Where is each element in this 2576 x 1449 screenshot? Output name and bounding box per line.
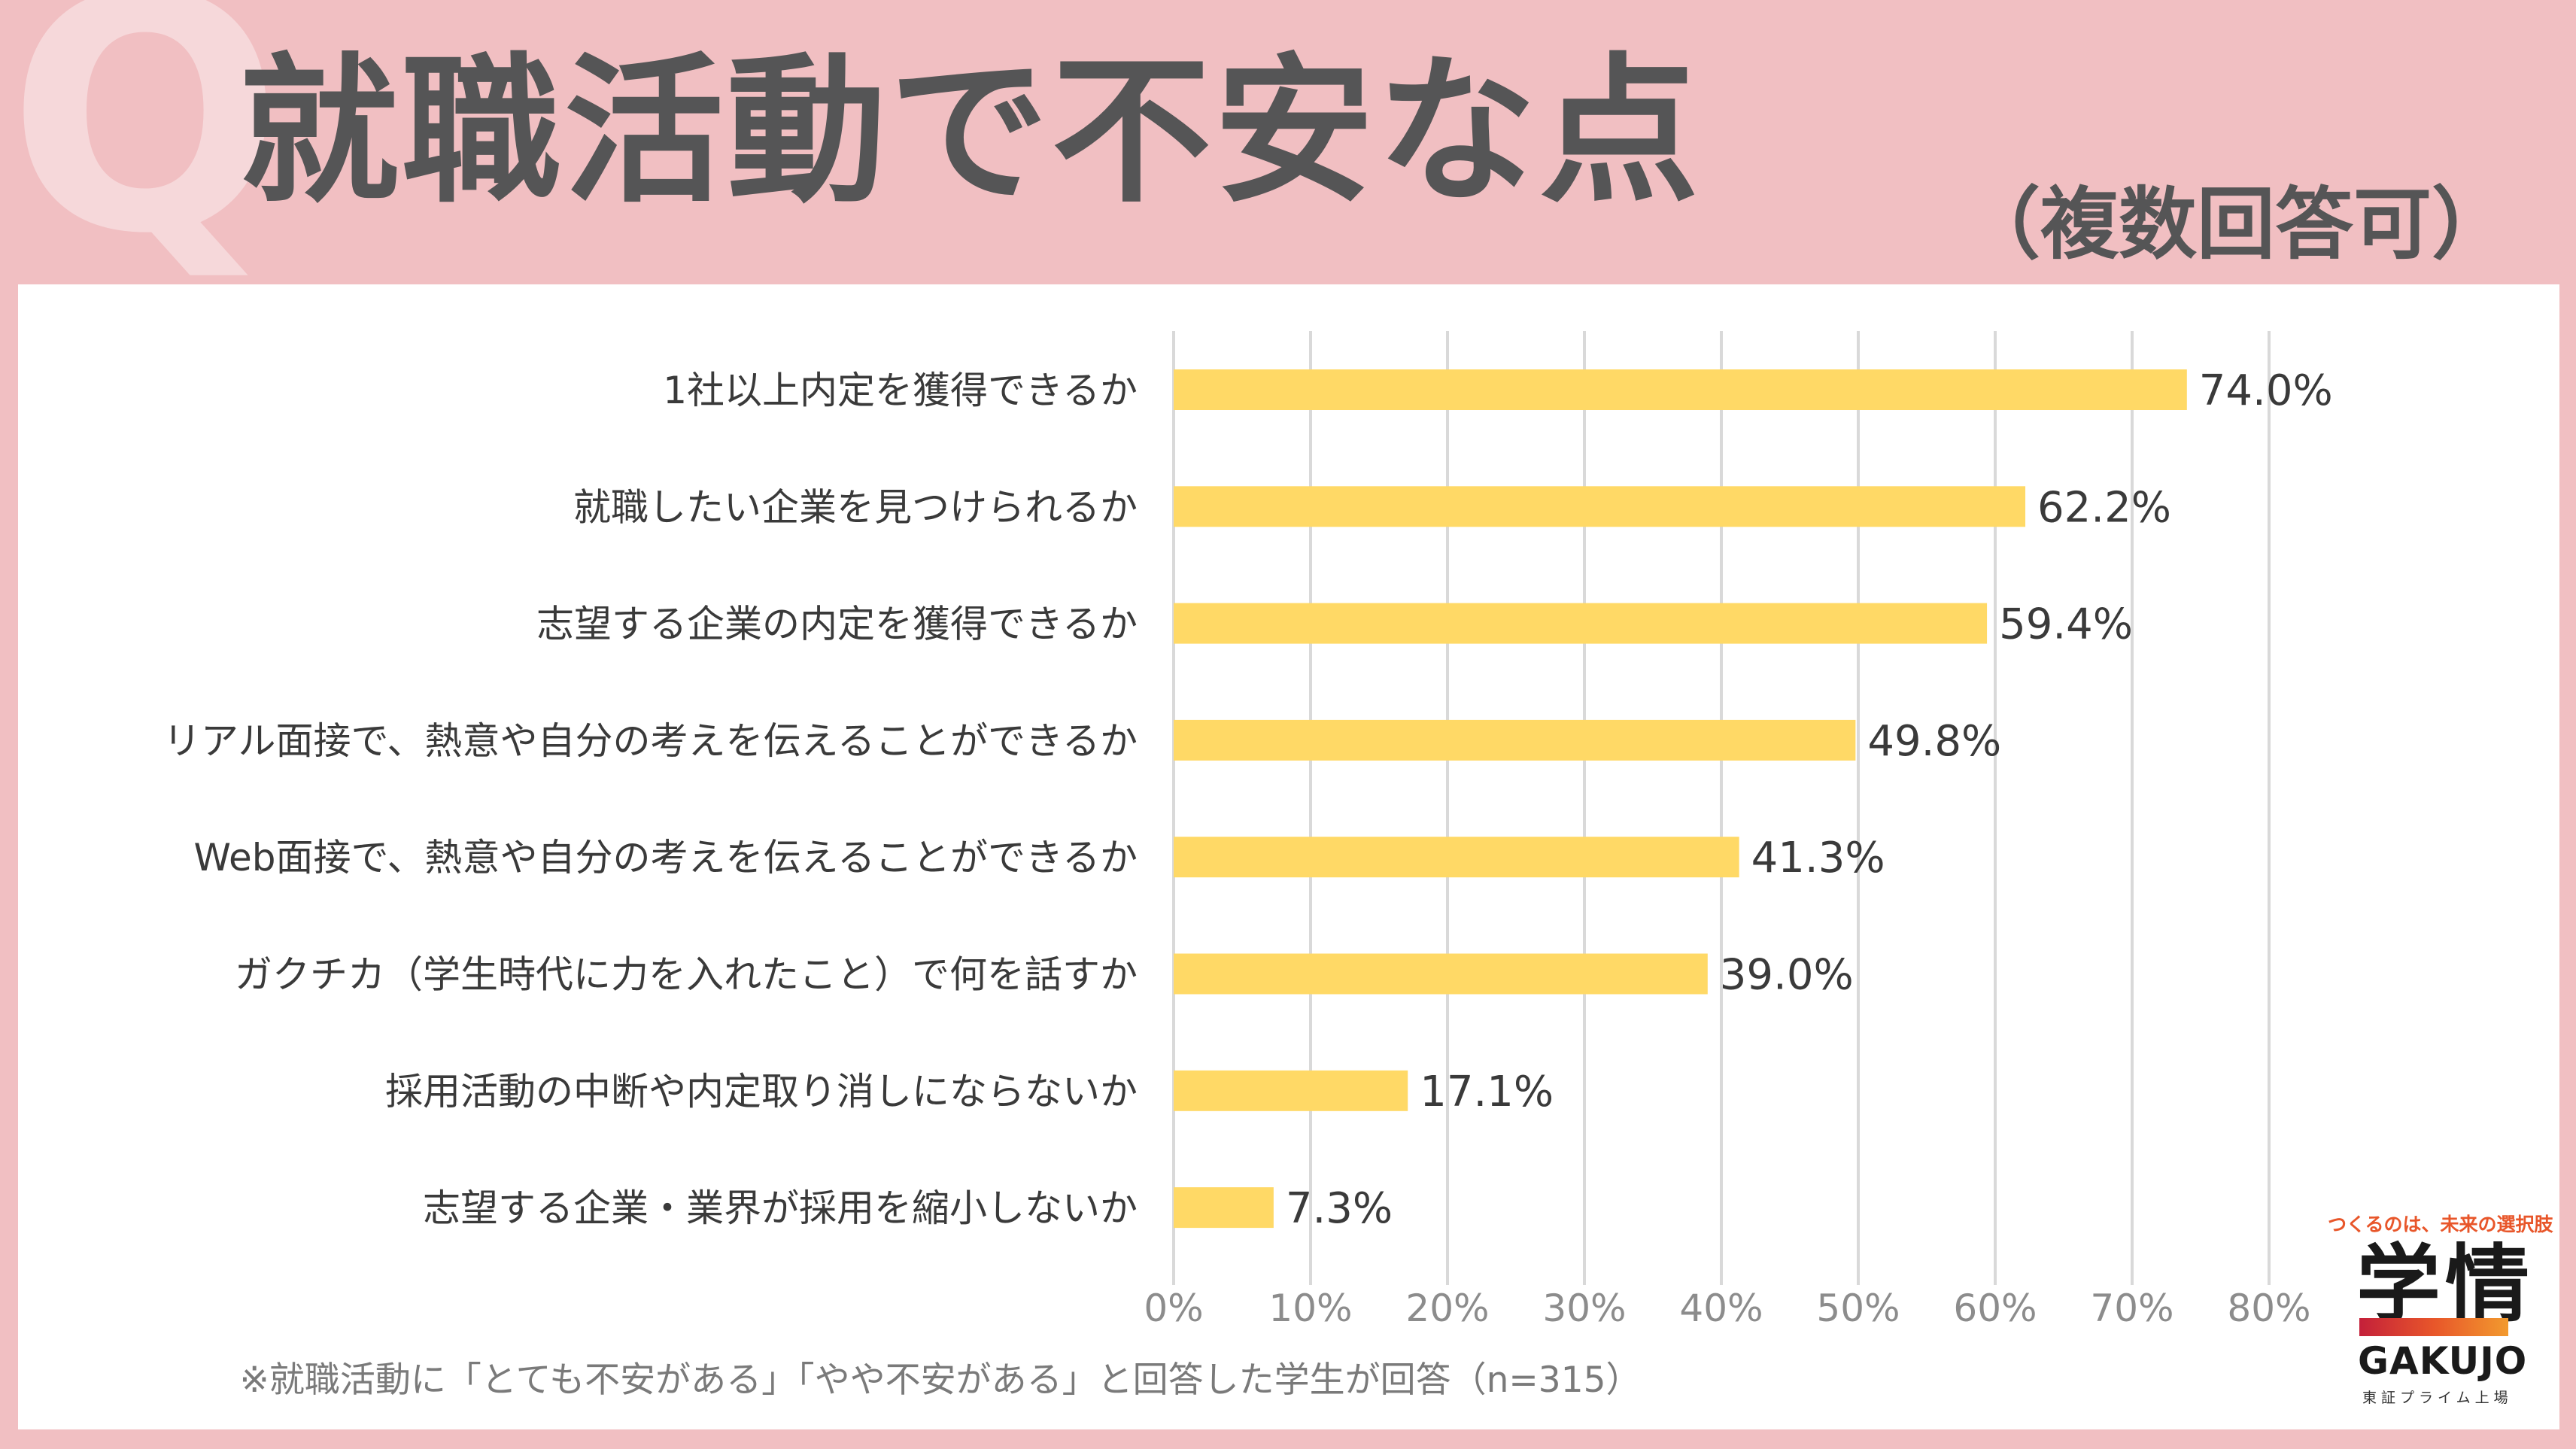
value-label: 74.0% bbox=[2199, 366, 2333, 415]
logo-color-bar bbox=[2359, 1318, 2508, 1336]
category-label: 就職したい企業を見つけられるか bbox=[573, 485, 1138, 529]
value-label: 39.0% bbox=[1720, 951, 1854, 1000]
value-label: 7.3% bbox=[1286, 1184, 1393, 1233]
logo-subtext: 東証プライム上場 bbox=[2362, 1390, 2513, 1406]
x-tick-label: 60% bbox=[1953, 1286, 2037, 1330]
bar bbox=[1174, 953, 1708, 995]
logo-tagline: つくるのは、未来の選択肢 bbox=[2328, 1214, 2553, 1235]
logo-name: GAKUJO bbox=[2358, 1339, 2528, 1383]
value-label: 59.4% bbox=[1999, 600, 2133, 649]
x-tick-label: 0% bbox=[1144, 1286, 1203, 1330]
bar bbox=[1174, 719, 1856, 761]
category-label: 採用活動の中断や内定取り消しにならないか bbox=[385, 1070, 1138, 1113]
bar bbox=[1174, 837, 1739, 878]
bar bbox=[1174, 369, 2187, 410]
value-label: 49.8% bbox=[1867, 717, 2001, 766]
category-label: Web面接で、熱意や自分の考えを伝えることができるか bbox=[193, 836, 1138, 879]
bar bbox=[1174, 486, 2026, 527]
category-label: リアル面接で、熱意や自分の考えを伝えることができるか bbox=[163, 719, 1138, 763]
x-tick-label: 40% bbox=[1679, 1286, 1763, 1330]
x-tick-label: 30% bbox=[1542, 1286, 1626, 1330]
x-tick-label: 50% bbox=[1816, 1286, 1900, 1330]
category-label: ガクチカ（学生時代に力を入れたこと）で何を話すか bbox=[235, 953, 1138, 997]
category-label: 1社以上内定を獲得できるか bbox=[663, 369, 1138, 412]
value-label: 41.3% bbox=[1751, 834, 1885, 882]
page-title: 就職活動で不安な点 bbox=[239, 38, 1702, 224]
x-tick-label: 10% bbox=[1268, 1286, 1352, 1330]
logo-mark: 学情 bbox=[2356, 1236, 2534, 1334]
bar bbox=[1174, 1070, 1408, 1111]
value-label: 17.1% bbox=[1420, 1068, 1554, 1116]
value-label: 62.2% bbox=[2037, 483, 2171, 532]
x-tick-label: 20% bbox=[1405, 1286, 1489, 1330]
q-mark: Q bbox=[8, 0, 283, 305]
category-label: 志望する企業・業界が採用を縮小しないか bbox=[423, 1186, 1138, 1230]
bar bbox=[1174, 1187, 1274, 1229]
x-tick-label: 80% bbox=[2227, 1286, 2310, 1330]
category-label: 志望する企業の内定を獲得できるか bbox=[536, 603, 1138, 646]
x-tick-label: 70% bbox=[2090, 1286, 2174, 1330]
gakujo-logo: つくるのは、未来の選択肢 学情 GAKUJO 東証プライム上場 bbox=[2307, 1204, 2562, 1414]
page-subtitle: （複数回答可） bbox=[1961, 178, 2510, 270]
footnote: ※就職活動に「とても不安がある」「やや不安がある」と回答した学生が回答（n=31… bbox=[239, 1359, 1642, 1401]
bar bbox=[1174, 603, 1988, 644]
